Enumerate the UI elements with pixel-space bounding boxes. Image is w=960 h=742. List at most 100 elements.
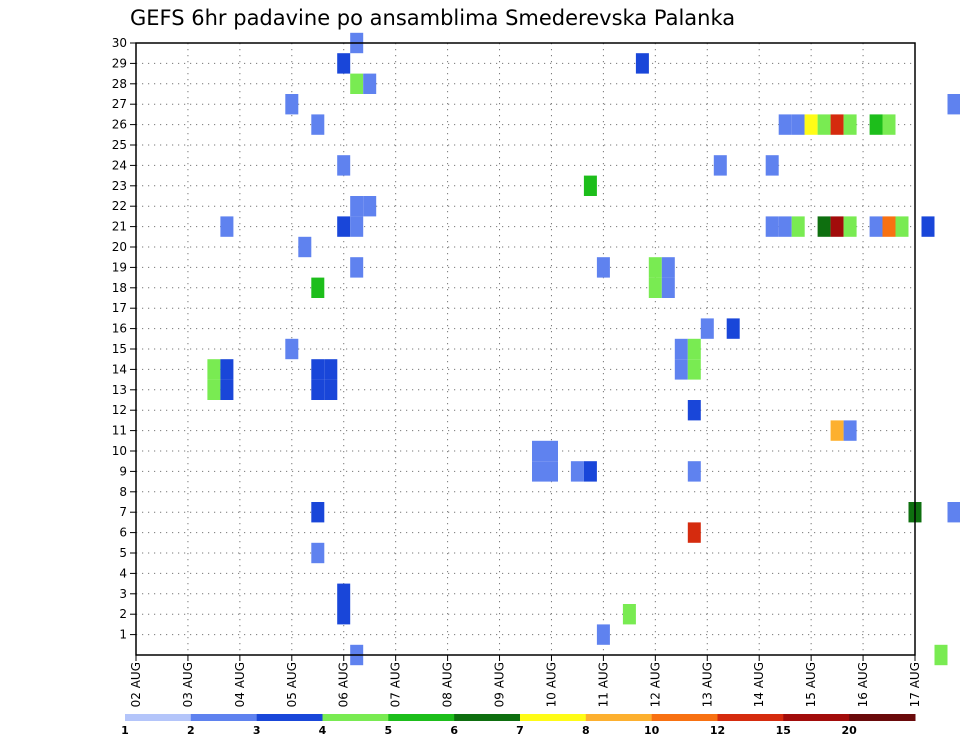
precip-cell xyxy=(220,216,234,237)
colorbar-swatch xyxy=(849,714,916,721)
colorbar: 1 2 3 4 5 6 7 8 10 12 15 20 xyxy=(121,714,916,737)
colorbar-swatch xyxy=(717,714,784,721)
precip-cell xyxy=(337,583,351,604)
colorbar-swatch xyxy=(322,714,389,721)
precip-cell xyxy=(337,216,351,237)
x-tick-label: 16 AUG xyxy=(856,662,870,707)
colorbar-label: 10 xyxy=(644,724,660,737)
colorbar-swatch xyxy=(585,714,653,721)
precip-cell xyxy=(298,236,312,258)
precip-cell xyxy=(545,440,558,462)
y-tick-label: 11 xyxy=(112,424,127,438)
x-tick-label: 15 AUG xyxy=(804,662,818,707)
colorbar-label: 5 xyxy=(384,724,392,737)
precip-cell xyxy=(726,318,740,339)
y-tick-label: 14 xyxy=(112,362,127,376)
x-axis-ticks: 02 AUG 03 AUG 04 AUG 05 AUG 06 AUG 07 AUG 08 A… xyxy=(129,655,922,707)
colorbar-label: 1 xyxy=(121,724,129,737)
precip-cell xyxy=(830,114,844,135)
y-tick-label: 9 xyxy=(119,464,127,478)
precip-cell xyxy=(583,175,597,196)
precip-cell xyxy=(337,53,351,74)
y-tick-label: 25 xyxy=(112,138,127,152)
precip-cell xyxy=(817,216,831,237)
y-tick-label: 12 xyxy=(112,403,127,417)
precip-cell xyxy=(661,277,675,298)
x-tick-label: 17 AUG xyxy=(908,662,922,707)
x-tick-label: 11 AUG xyxy=(596,662,610,707)
precip-cell xyxy=(648,257,662,278)
precip-cell xyxy=(545,461,558,482)
precip-cell xyxy=(311,277,325,298)
y-tick-label: 15 xyxy=(112,342,127,356)
x-tick-label: 08 AUG xyxy=(441,662,455,707)
precip-cell xyxy=(311,542,325,564)
y-tick-label: 29 xyxy=(112,56,127,70)
colorbar-label: 20 xyxy=(842,724,858,737)
colorbar-label: 8 xyxy=(582,724,590,737)
precip-cell xyxy=(791,216,805,237)
precip-cell xyxy=(674,338,688,360)
precip-cell xyxy=(687,522,701,543)
x-tick-label: 02 AUG xyxy=(129,662,143,707)
y-tick-label: 28 xyxy=(112,77,127,91)
precip-cell xyxy=(596,624,610,645)
y-tick-label: 22 xyxy=(112,199,127,213)
precip-cell xyxy=(791,114,805,135)
x-tick-label: 03 AUG xyxy=(181,662,195,707)
precip-cell xyxy=(882,114,896,135)
precip-cell xyxy=(843,420,857,441)
precip-cell xyxy=(324,379,338,400)
colorbar-swatch xyxy=(783,714,850,721)
x-tick-label: 09 AUG xyxy=(493,662,507,707)
colorbar-label: 7 xyxy=(516,724,524,737)
precip-cell xyxy=(804,114,818,135)
precip-cell xyxy=(622,604,636,625)
precip-cell xyxy=(363,196,377,217)
y-tick-label: 18 xyxy=(112,281,127,295)
y-tick-label: 4 xyxy=(119,566,127,580)
precip-cell xyxy=(285,94,299,115)
precip-cell xyxy=(350,216,364,237)
precip-cell xyxy=(700,318,714,339)
chart-title: GEFS 6hr padavine po ansamblima Smederev… xyxy=(130,6,735,30)
colorbar-label: 15 xyxy=(776,724,791,737)
x-tick-label: 12 AUG xyxy=(648,662,662,707)
y-tick-label: 16 xyxy=(112,322,127,336)
y-tick-label: 20 xyxy=(112,240,127,254)
precip-cell xyxy=(532,440,545,462)
colorbar-label: 4 xyxy=(319,724,327,737)
y-tick-label: 30 xyxy=(112,36,127,50)
precip-cell xyxy=(687,338,701,360)
y-tick-label: 21 xyxy=(112,220,127,234)
y-tick-label: 3 xyxy=(119,587,127,601)
precip-cell xyxy=(311,359,325,380)
y-tick-label: 7 xyxy=(119,505,127,519)
x-tick-label: 06 AUG xyxy=(337,662,351,707)
precip-cell xyxy=(713,155,727,176)
precip-cell xyxy=(895,216,909,237)
colorbar-label: 6 xyxy=(450,724,458,737)
precip-cell xyxy=(934,644,948,666)
y-tick-label: 2 xyxy=(119,607,127,621)
precip-cell xyxy=(778,216,792,237)
precip-cell xyxy=(687,400,701,421)
precip-cell xyxy=(635,53,649,74)
precip-cell xyxy=(285,338,299,360)
precip-cell xyxy=(311,114,325,135)
colorbar-swatch xyxy=(520,714,587,721)
precip-cell xyxy=(882,216,896,237)
y-tick-label: 26 xyxy=(112,118,127,132)
colorbar-label: 2 xyxy=(187,724,195,737)
precip-cell xyxy=(947,502,960,523)
y-tick-label: 6 xyxy=(119,526,127,540)
precip-cell xyxy=(843,114,857,135)
precip-cell xyxy=(337,604,351,625)
precip-cell xyxy=(830,420,844,441)
precip-cell xyxy=(947,94,960,115)
precip-cell xyxy=(661,257,675,278)
precip-cell xyxy=(765,216,779,237)
data-cells xyxy=(207,32,960,666)
colorbar-label: 12 xyxy=(710,724,725,737)
